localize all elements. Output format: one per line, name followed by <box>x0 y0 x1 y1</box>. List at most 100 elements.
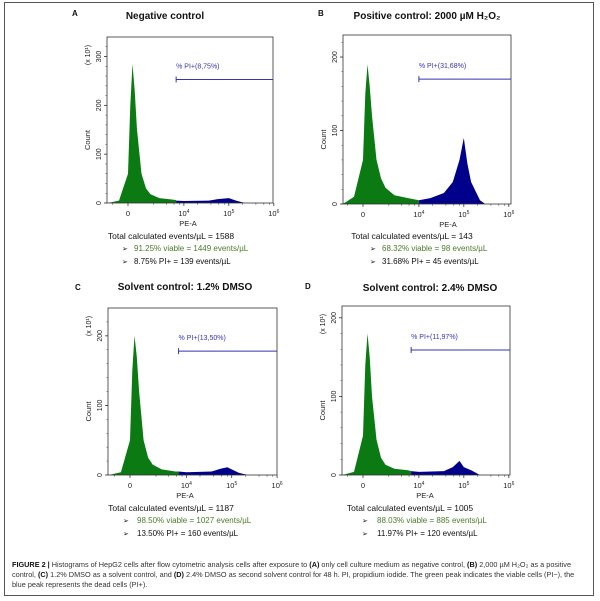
x-tick-base: 0 <box>126 209 130 218</box>
x-axis-label: PE-A <box>416 491 434 500</box>
total-events: Total calculated events/µL = 1588 <box>108 231 235 241</box>
y-tick-label: 0 <box>96 201 103 205</box>
x-tick-exponent: 6 <box>512 481 515 487</box>
panel-letter: B <box>318 9 324 18</box>
viable-histogram <box>108 335 179 475</box>
viable-histogram <box>106 63 177 204</box>
panel-letter: A <box>72 9 78 18</box>
caption-segment: 2.4% DMSO as second solvent control for … <box>12 570 575 589</box>
bullet-arrow-icon: ➢ <box>123 531 129 538</box>
bullet-arrow-icon: ➢ <box>122 246 128 253</box>
x-axis-label: PE-A <box>176 491 194 500</box>
x-tick-label: 104 <box>181 481 192 490</box>
x-tick-label: 106 <box>272 481 283 490</box>
x-tick-label: 0 <box>126 209 130 218</box>
y-tick-label: 200 <box>332 51 339 63</box>
x-tick-base: 10 <box>413 210 421 219</box>
plot-area <box>106 36 274 204</box>
bullet-arrow-icon: ➢ <box>370 259 376 266</box>
x-tick-label: 105 <box>223 209 234 218</box>
total-events: Total calculated events/µL = 1005 <box>347 503 474 513</box>
x-tick-label: 104 <box>413 481 424 490</box>
x-tick-base: 10 <box>181 481 189 490</box>
dead-events: 11.97% PI+ = 120 events/µL <box>377 529 478 538</box>
panel-b: B Positive control: 2000 µM H₂O₂ 0 100 200 0 1… <box>318 9 515 266</box>
x-tick-label: 0 <box>361 481 365 490</box>
x-tick-exponent: 6 <box>512 210 515 216</box>
x-tick-exponent: 5 <box>234 481 237 487</box>
x-tick-base: 10 <box>458 481 466 490</box>
y-tick-label: 100 <box>97 399 104 411</box>
bullet-arrow-icon: ➢ <box>362 531 368 538</box>
x-tick-base: 10 <box>458 210 466 219</box>
pi-gate-label: % PI+(11,97%) <box>411 334 458 341</box>
dead-histogram <box>411 460 480 475</box>
x-tick-label: 105 <box>226 481 237 490</box>
panel-title: Solvent control: 2.4% DMSO <box>363 283 498 294</box>
x-tick-label: 104 <box>413 210 424 219</box>
plot-area <box>342 34 512 205</box>
dead-histogram <box>418 137 486 204</box>
figure-frame <box>4 2 594 596</box>
dead-histogram <box>178 467 248 475</box>
y-tick-label: 100 <box>331 390 338 402</box>
y-tick-label: 200 <box>97 330 104 342</box>
y-tick-label: 100 <box>96 148 103 160</box>
pi-gate-label: % PI+(8,75%) <box>176 63 219 70</box>
bullet-arrow-icon: ➢ <box>362 518 368 525</box>
viable-events: 88.03% viable = 885 events/µL <box>377 516 487 525</box>
x-tick-exponent: 4 <box>422 481 425 487</box>
y-axis-label: Count <box>84 401 93 422</box>
x-tick-base: 10 <box>226 481 234 490</box>
y-tick-label: 0 <box>331 473 338 477</box>
x-tick-base: 10 <box>503 481 511 490</box>
x-tick-exponent: 5 <box>467 481 470 487</box>
x-tick-label: 0 <box>361 210 365 219</box>
dead-events: 31.68% PI+ = 45 events/µL <box>382 257 479 266</box>
bullet-arrow-icon: ➢ <box>370 246 376 253</box>
y-tick-label: 200 <box>96 99 103 111</box>
panel-letter: D <box>305 282 311 291</box>
caption-segment: Histograms of HepG2 cells after flow cyt… <box>51 560 310 569</box>
x-tick-base: 10 <box>272 481 280 490</box>
y-tick-label: 0 <box>97 473 104 477</box>
x-tick-exponent: 4 <box>187 209 190 215</box>
y-axis-label: Count <box>318 400 327 421</box>
x-tick-exponent: 6 <box>277 209 280 215</box>
x-tick-base: 0 <box>361 481 365 490</box>
y-multiplier: (x 10¹) <box>320 314 327 334</box>
x-axis-label: PE-A <box>179 219 197 228</box>
dead-histogram <box>176 198 245 203</box>
x-tick-exponent: 5 <box>467 210 470 216</box>
x-tick-label: 105 <box>458 210 469 219</box>
caption-segment: (D) <box>173 570 184 579</box>
viable-histogram <box>341 333 412 475</box>
viable-histogram <box>341 64 419 205</box>
caption-segment: (B) <box>467 560 478 569</box>
y-multiplier: (x 10¹) <box>86 316 93 336</box>
x-tick-base: 0 <box>361 210 365 219</box>
x-tick-base: 10 <box>223 209 231 218</box>
viable-events: 91.25% viable = 1449 events/µL <box>134 244 249 253</box>
caption-segment: FIGURE 2 | <box>12 560 52 569</box>
caption-segment: 2,000 µM H₂O₂ as a positive control, <box>12 560 572 579</box>
panel-title: Negative control <box>126 11 205 22</box>
dead-events: 8.75% PI+ = 139 events/µL <box>134 257 231 266</box>
x-tick-exponent: 4 <box>422 210 425 216</box>
x-tick-label: 104 <box>178 209 189 218</box>
plot-area <box>341 305 511 476</box>
x-tick-base: 10 <box>413 481 421 490</box>
figure-caption: FIGURE 2 | Histograms of HepG2 cells aft… <box>12 560 590 590</box>
panel-title: Positive control: 2000 µM H₂O₂ <box>354 11 501 22</box>
y-axis-label: Count <box>319 129 328 150</box>
pi-gate-label: % PI+(13,50%) <box>179 335 226 342</box>
y-axis-label: Count <box>83 129 92 150</box>
pi-gate-label: % PI+(31,68%) <box>419 63 466 70</box>
bullet-arrow-icon: ➢ <box>123 518 129 525</box>
viable-events: 98.50% viable = 1027 events/µL <box>137 516 252 525</box>
x-tick-label: 106 <box>503 481 514 490</box>
